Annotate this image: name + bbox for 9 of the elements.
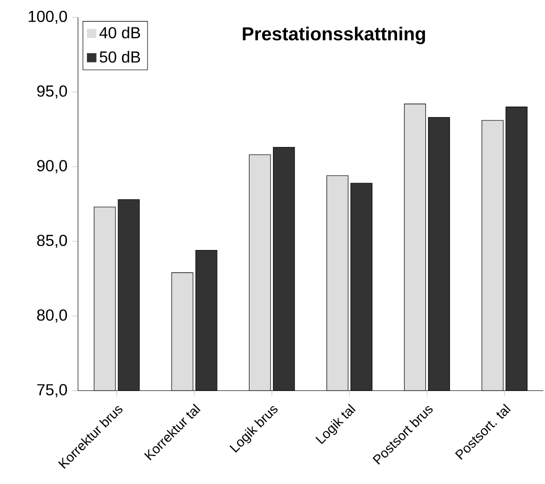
chart-title: Prestationsskattning: [242, 26, 426, 44]
legend-label: 40 dB: [99, 26, 140, 38]
y-tick-label: 85,0: [37, 234, 67, 248]
y-tick-label: 95,0: [37, 85, 67, 99]
y-tick-label: 80,0: [37, 309, 67, 323]
y-tick-label: 75,0: [37, 384, 67, 398]
y-tick-label: 90,0: [37, 160, 67, 174]
y-tick-label: 100,0: [28, 10, 67, 24]
legend-label: 50 dB: [100, 50, 140, 63]
